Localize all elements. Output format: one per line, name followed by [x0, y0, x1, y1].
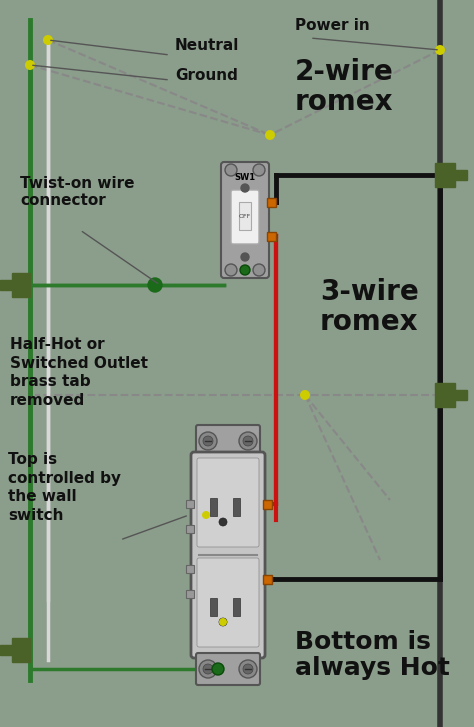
- Text: Twist-on wire
connector: Twist-on wire connector: [20, 176, 135, 208]
- Circle shape: [239, 660, 257, 678]
- Text: Ground: Ground: [175, 68, 238, 83]
- Bar: [186, 500, 194, 508]
- Circle shape: [203, 436, 213, 446]
- Text: 2-wire
romex: 2-wire romex: [295, 58, 394, 116]
- Text: Half-Hot or
Switched Outlet
brass tab
removed: Half-Hot or Switched Outlet brass tab re…: [10, 337, 148, 408]
- Bar: [239, 202, 251, 230]
- Circle shape: [300, 390, 310, 400]
- Circle shape: [148, 278, 162, 292]
- Bar: [186, 590, 194, 598]
- Bar: [12, 638, 30, 662]
- FancyBboxPatch shape: [197, 558, 259, 647]
- Circle shape: [225, 264, 237, 276]
- Bar: [186, 525, 194, 533]
- Bar: [455, 170, 467, 180]
- Bar: [233, 598, 240, 616]
- Text: Bottom is
always Hot: Bottom is always Hot: [295, 630, 450, 680]
- Text: SW1: SW1: [235, 172, 255, 182]
- FancyBboxPatch shape: [196, 653, 260, 685]
- Circle shape: [199, 660, 217, 678]
- Bar: [0, 645, 12, 655]
- Bar: [267, 198, 276, 207]
- Text: Top is
controlled by
the wall
switch: Top is controlled by the wall switch: [8, 452, 121, 523]
- Text: Neutral: Neutral: [175, 38, 239, 53]
- FancyBboxPatch shape: [196, 425, 260, 457]
- Circle shape: [219, 618, 227, 626]
- Text: OFF: OFF: [239, 214, 251, 219]
- Bar: [186, 565, 194, 573]
- Circle shape: [202, 511, 210, 519]
- Circle shape: [239, 432, 257, 450]
- Bar: [455, 390, 467, 400]
- Circle shape: [199, 432, 217, 450]
- Circle shape: [435, 45, 445, 55]
- Circle shape: [25, 60, 35, 70]
- FancyBboxPatch shape: [231, 190, 259, 244]
- Circle shape: [241, 184, 249, 192]
- Circle shape: [203, 664, 213, 674]
- Bar: [0, 280, 12, 290]
- Bar: [12, 273, 30, 297]
- Bar: [435, 383, 455, 407]
- FancyBboxPatch shape: [191, 452, 265, 658]
- Circle shape: [240, 265, 250, 275]
- Bar: [435, 163, 455, 187]
- Circle shape: [43, 35, 53, 45]
- Text: Power in: Power in: [295, 18, 370, 33]
- Circle shape: [265, 130, 275, 140]
- FancyBboxPatch shape: [197, 458, 259, 547]
- Bar: [263, 500, 272, 509]
- Bar: [210, 498, 217, 516]
- Bar: [267, 232, 276, 241]
- Circle shape: [219, 518, 227, 526]
- Bar: [210, 598, 217, 616]
- FancyBboxPatch shape: [221, 162, 269, 278]
- Circle shape: [225, 164, 237, 176]
- Circle shape: [219, 618, 227, 626]
- Circle shape: [253, 264, 265, 276]
- Circle shape: [212, 663, 224, 675]
- Circle shape: [243, 436, 253, 446]
- Bar: [233, 498, 240, 516]
- Circle shape: [241, 253, 249, 261]
- Circle shape: [253, 164, 265, 176]
- Circle shape: [243, 664, 253, 674]
- Bar: [263, 575, 272, 584]
- Text: 3-wire
romex: 3-wire romex: [320, 278, 419, 336]
